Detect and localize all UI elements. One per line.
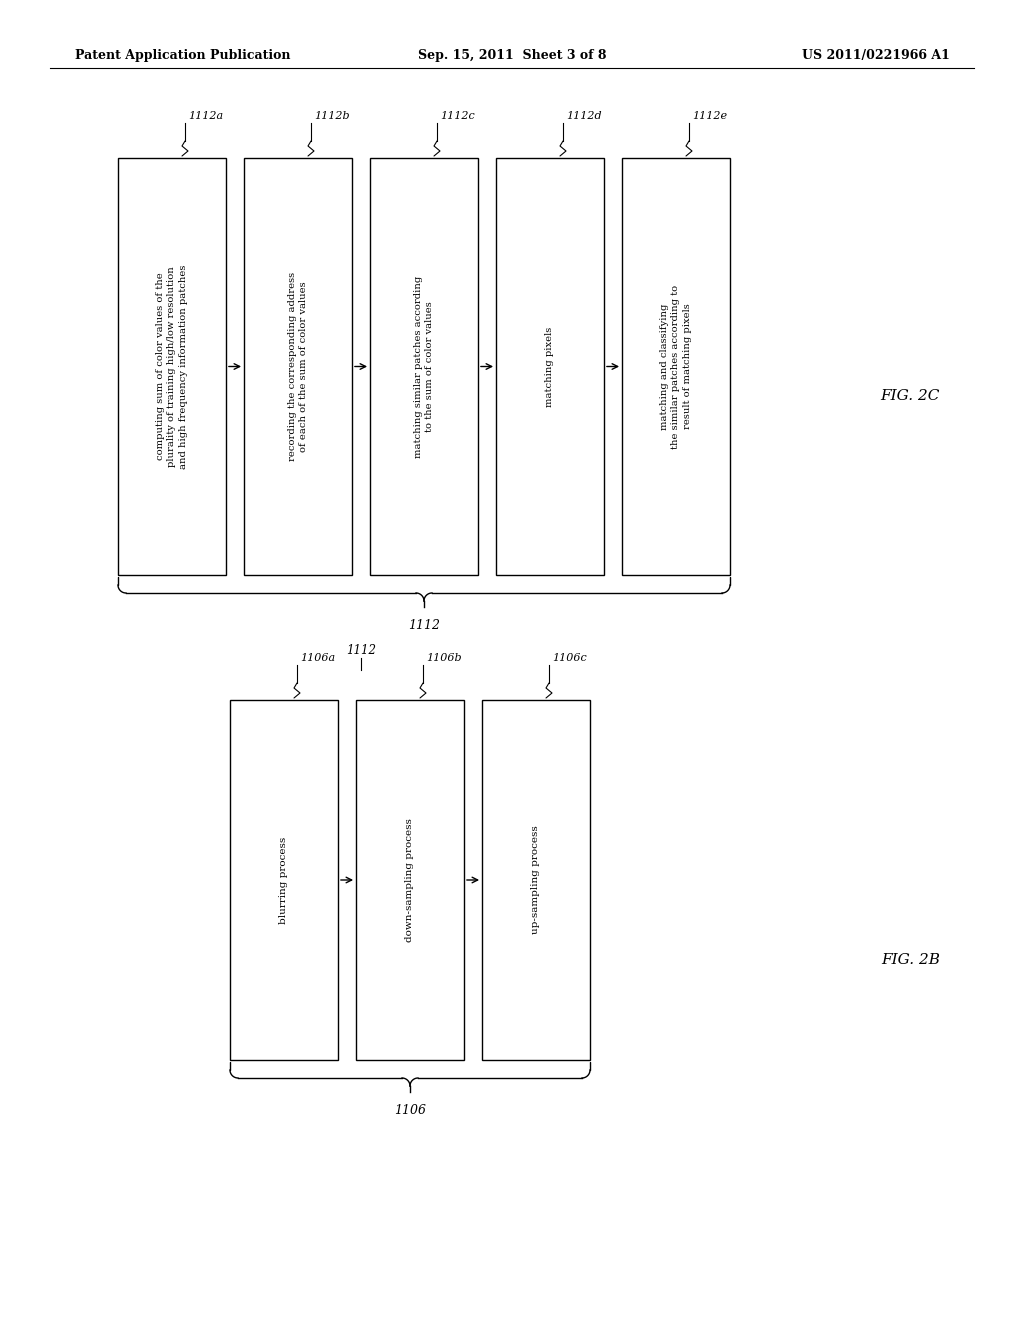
Text: matching pixels: matching pixels — [546, 326, 555, 407]
Text: computing sum of color values of the
plurality of training high/low resolution
a: computing sum of color values of the plu… — [156, 264, 188, 469]
Text: Sep. 15, 2011  Sheet 3 of 8: Sep. 15, 2011 Sheet 3 of 8 — [418, 49, 606, 62]
Text: 1112c: 1112c — [440, 111, 475, 121]
Text: 1106c: 1106c — [552, 653, 587, 663]
Text: 1106a: 1106a — [300, 653, 335, 663]
Text: US 2011/0221966 A1: US 2011/0221966 A1 — [802, 49, 950, 62]
Text: FIG. 2B: FIG. 2B — [881, 953, 940, 968]
Text: up-sampling process: up-sampling process — [531, 825, 541, 935]
Bar — [244, 158, 352, 576]
Text: matching similar patches according
to the sum of color values: matching similar patches according to th… — [414, 276, 434, 458]
Bar — [118, 158, 226, 576]
Bar — [370, 158, 478, 576]
Bar — [230, 700, 338, 1060]
Text: 1112b: 1112b — [314, 111, 349, 121]
Text: 1112a: 1112a — [188, 111, 223, 121]
Text: blurring process: blurring process — [280, 837, 289, 924]
Text: Patent Application Publication: Patent Application Publication — [75, 49, 291, 62]
Text: 1112d: 1112d — [566, 111, 602, 121]
Text: down-sampling process: down-sampling process — [406, 818, 415, 942]
Text: 1106: 1106 — [394, 1104, 426, 1117]
Text: matching and classifying
the similar patches according to
result of matching pix: matching and classifying the similar pat… — [660, 284, 692, 449]
Text: FIG. 2C: FIG. 2C — [881, 389, 940, 404]
Bar — [356, 700, 464, 1060]
Bar — [496, 158, 604, 576]
Text: recording the corresponding address
of each of the sum of color values: recording the corresponding address of e… — [288, 272, 308, 461]
Bar — [482, 700, 590, 1060]
Text: 1112: 1112 — [408, 619, 440, 632]
Text: 1112: 1112 — [346, 644, 376, 656]
Bar — [622, 158, 730, 576]
Text: 1112e: 1112e — [692, 111, 727, 121]
Text: 1106b: 1106b — [426, 653, 462, 663]
